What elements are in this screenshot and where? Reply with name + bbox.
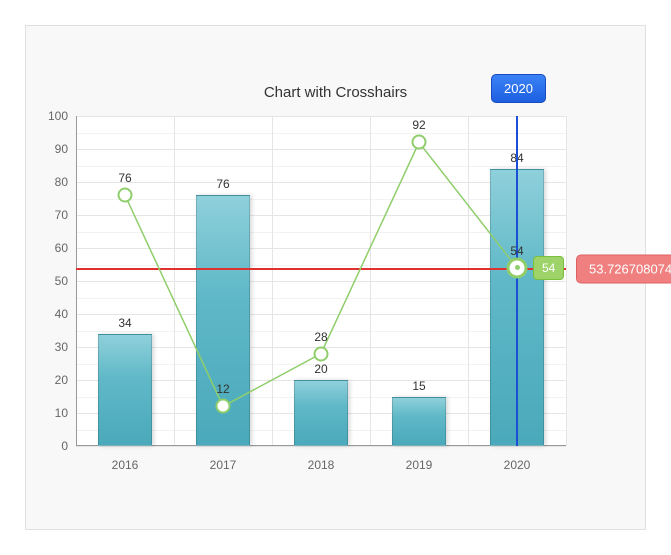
bar-value-label: 20 xyxy=(314,362,327,376)
y-tick-label: 70 xyxy=(38,208,76,222)
gridline-v xyxy=(370,116,371,446)
line-value-label: 76 xyxy=(118,171,131,185)
line-marker[interactable] xyxy=(507,257,528,278)
chart-frame: Chart with Crosshairs 010203040506070809… xyxy=(0,0,671,555)
bar[interactable] xyxy=(294,380,348,446)
x-tick-label: 2016 xyxy=(112,446,139,472)
gridline-v xyxy=(566,116,567,446)
crosshair-point-badge: 54 xyxy=(533,256,564,280)
crosshair-x-badge: 2020 xyxy=(491,74,546,103)
x-tick-label: 2020 xyxy=(504,446,531,472)
gridline xyxy=(76,149,566,150)
line-marker[interactable] xyxy=(412,135,427,150)
y-tick-label: 20 xyxy=(38,373,76,387)
line-value-label: 54 xyxy=(510,244,523,258)
line-marker[interactable] xyxy=(216,399,231,414)
gridline-v xyxy=(174,116,175,446)
line-value-label: 12 xyxy=(216,382,229,396)
y-axis xyxy=(76,116,77,446)
crosshair-horizontal xyxy=(76,268,566,270)
line-marker[interactable] xyxy=(118,188,133,203)
y-tick-label: 10 xyxy=(38,406,76,420)
line-value-label: 92 xyxy=(412,118,425,132)
x-tick-label: 2017 xyxy=(210,446,237,472)
y-tick-label: 90 xyxy=(38,142,76,156)
y-tick-label: 40 xyxy=(38,307,76,321)
crosshair-y-badge: 53.7267080745 xyxy=(576,254,671,283)
chart-panel: Chart with Crosshairs 010203040506070809… xyxy=(25,25,646,530)
gridline xyxy=(76,116,566,117)
gridline-v xyxy=(272,116,273,446)
bar[interactable] xyxy=(98,334,152,446)
y-tick-label: 0 xyxy=(38,439,76,453)
crosshair-vertical xyxy=(516,116,518,446)
x-tick-label: 2018 xyxy=(308,446,335,472)
chart-title: Chart with Crosshairs xyxy=(26,84,645,101)
y-tick-label: 50 xyxy=(38,274,76,288)
y-tick-label: 60 xyxy=(38,241,76,255)
gridline-minor xyxy=(76,166,566,167)
line-value-label: 28 xyxy=(314,330,327,344)
y-tick-label: 30 xyxy=(38,340,76,354)
bar-value-label: 15 xyxy=(412,379,425,393)
gridline-minor xyxy=(76,133,566,134)
line-marker[interactable] xyxy=(314,346,329,361)
plot-area[interactable]: 0102030405060708090100201620172018201920… xyxy=(76,116,566,446)
y-tick-label: 80 xyxy=(38,175,76,189)
bar-value-label: 76 xyxy=(216,177,229,191)
bar[interactable] xyxy=(392,397,446,447)
x-tick-label: 2019 xyxy=(406,446,433,472)
gridline-v xyxy=(468,116,469,446)
y-tick-label: 100 xyxy=(38,109,76,123)
bar-value-label: 34 xyxy=(118,316,131,330)
